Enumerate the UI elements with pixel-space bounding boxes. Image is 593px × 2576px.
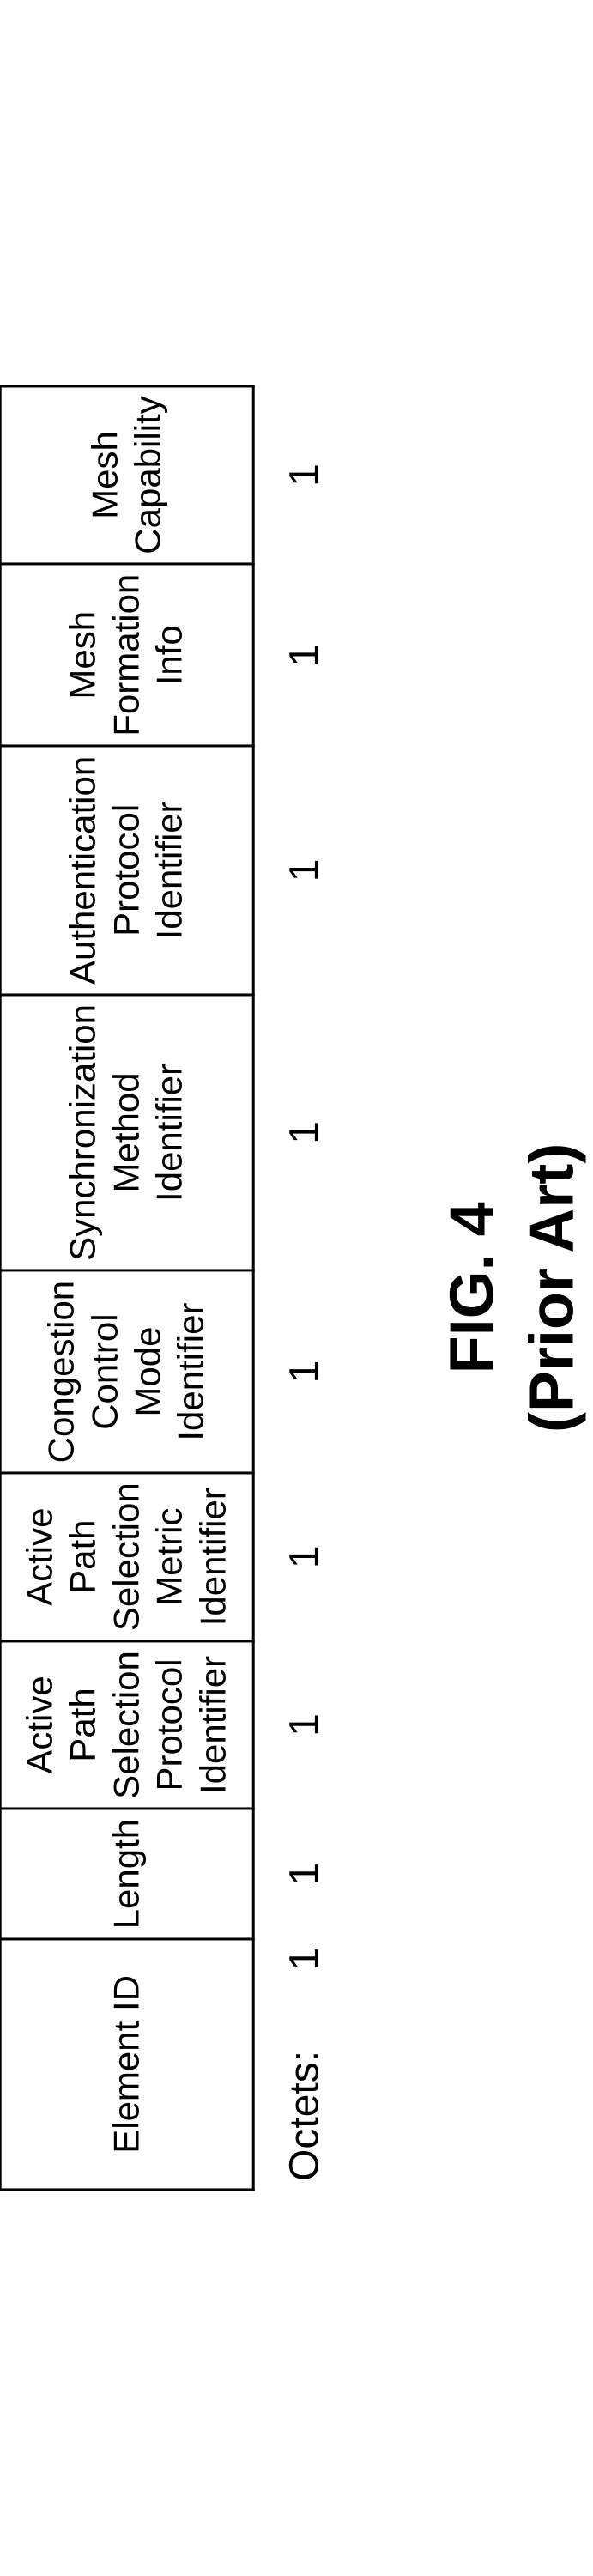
octets-value-5: 1 — [254, 995, 348, 1271]
octets-row: Octets: 1 1 1 1 1 1 1 1 1 — [254, 386, 348, 2190]
diagram-container: Element ID Length Active Path Selection … — [0, 385, 593, 2191]
header-cell-mesh-capability: Mesh Capability — [1, 386, 254, 564]
field-structure-table: Element ID Length Active Path Selection … — [0, 385, 348, 2191]
header-cell-length: Length — [1, 1809, 254, 1939]
figure-caption: FIG. 4 (Prior Art) — [433, 1143, 593, 1433]
octets-value-1: 1 — [254, 1809, 348, 1939]
header-cell-auth: Authentication Protocol Identifier — [1, 746, 254, 994]
octets-value-8: 1 — [254, 386, 348, 564]
octets-value-6: 1 — [254, 746, 348, 994]
octets-value-3: 1 — [254, 1473, 348, 1641]
octets-value-0: 1 — [282, 1948, 328, 1971]
header-cell-path-protocol: Active Path Selection Protocol Identifie… — [1, 1641, 254, 1809]
header-cell-congestion: Congestion Control Mode Identifier — [1, 1270, 254, 1472]
header-cell-path-metric: Active Path Selection Metric Identifier — [1, 1473, 254, 1641]
caption-line-2: (Prior Art) — [513, 1143, 593, 1433]
table-wrapper: Element ID Length Active Path Selection … — [0, 385, 348, 2191]
octets-value-4: 1 — [254, 1270, 348, 1472]
octets-value-7: 1 — [254, 564, 348, 746]
octets-label-text: Octets: — [282, 2051, 328, 2181]
header-cell-element-id: Element ID — [1, 1939, 254, 2190]
octets-row-label: Octets: 1 — [254, 1939, 348, 2190]
header-cell-mesh-formation: Mesh Formation Info — [1, 564, 254, 746]
octets-value-2: 1 — [254, 1641, 348, 1809]
header-cell-sync: Synchronization Method Identifier — [1, 995, 254, 1271]
header-row: Element ID Length Active Path Selection … — [1, 386, 254, 2190]
caption-line-1: FIG. 4 — [433, 1143, 514, 1433]
